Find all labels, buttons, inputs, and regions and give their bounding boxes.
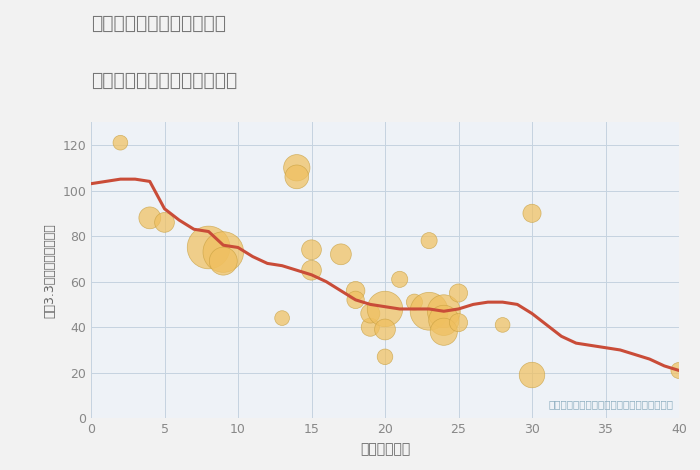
Point	[291, 164, 302, 172]
Text: 円の大きさは、取引のあった物件面積を示す: 円の大きさは、取引のあった物件面積を示す	[548, 400, 673, 409]
Point	[365, 310, 376, 317]
Point	[291, 173, 302, 180]
Point	[526, 210, 538, 217]
Point	[203, 244, 214, 251]
Point	[394, 275, 405, 283]
Point	[438, 307, 449, 315]
Text: 築年数別中古マンション価格: 築年数別中古マンション価格	[91, 70, 237, 89]
Point	[497, 321, 508, 329]
Point	[409, 298, 420, 306]
Point	[673, 367, 685, 374]
Point	[350, 296, 361, 304]
Point	[144, 214, 155, 222]
Point	[306, 246, 317, 253]
Text: 三重県四日市市楠町北一色: 三重県四日市市楠町北一色	[91, 14, 226, 33]
Point	[350, 287, 361, 295]
Point	[424, 307, 435, 315]
Point	[526, 371, 538, 379]
X-axis label: 築年数（年）: 築年数（年）	[360, 442, 410, 456]
Point	[453, 289, 464, 297]
Point	[438, 317, 449, 324]
Point	[276, 314, 288, 322]
Point	[453, 319, 464, 326]
Point	[424, 237, 435, 244]
Point	[115, 139, 126, 147]
Point	[379, 305, 391, 313]
Point	[335, 251, 346, 258]
Point	[438, 328, 449, 336]
Point	[379, 326, 391, 333]
Point	[306, 266, 317, 274]
Point	[379, 353, 391, 360]
Point	[365, 323, 376, 331]
Point	[218, 248, 229, 256]
Point	[218, 258, 229, 265]
Point	[159, 219, 170, 226]
Y-axis label: 坪（3.3㎡）単価（万円）: 坪（3.3㎡）単価（万円）	[43, 223, 57, 318]
